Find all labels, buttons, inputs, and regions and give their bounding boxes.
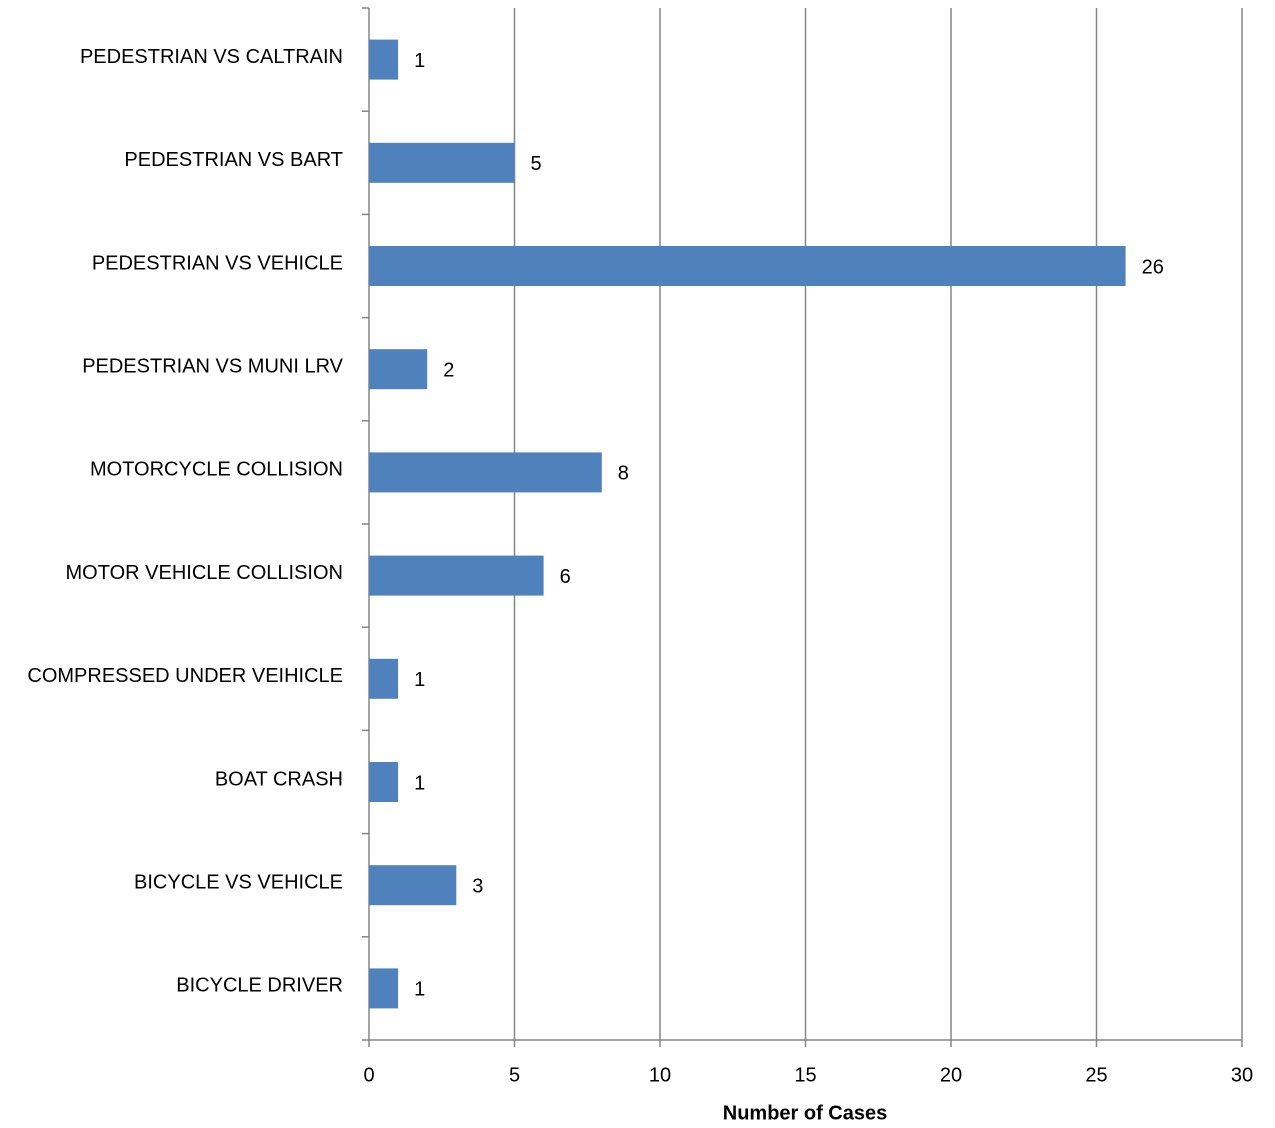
- bar: [369, 452, 602, 493]
- data-label: 1: [414, 772, 425, 794]
- x-tick-label: 10: [649, 1064, 671, 1086]
- x-tick-label: 15: [794, 1064, 816, 1086]
- y-tick-label: PEDESTRIAN VS MUNI LRV: [82, 355, 343, 377]
- data-label: 6: [560, 566, 571, 588]
- bar: [369, 555, 544, 596]
- x-tick-label: 30: [1231, 1064, 1253, 1086]
- bar: [369, 968, 399, 1009]
- bar: [369, 658, 399, 699]
- bar: [369, 142, 515, 183]
- bar: [369, 865, 457, 906]
- y-tick-label: PEDESTRIAN VS CALTRAIN: [80, 46, 343, 68]
- data-label: 26: [1142, 256, 1164, 278]
- data-label: 1: [414, 50, 425, 72]
- bar: [369, 349, 428, 390]
- data-label: 3: [472, 875, 483, 897]
- y-tick-label: MOTORCYCLE COLLISION: [90, 459, 343, 481]
- x-tick-label: 20: [940, 1064, 962, 1086]
- x-tick-label: 5: [509, 1064, 520, 1086]
- bar: [369, 762, 399, 802]
- bar: [369, 39, 399, 80]
- y-tick-label: MOTOR VEHICLE COLLISION: [66, 562, 343, 584]
- data-label: 1: [414, 669, 425, 691]
- data-label: 1: [414, 979, 425, 1001]
- data-label: 5: [531, 153, 542, 175]
- y-tick-label: BOAT CRASH: [215, 768, 343, 790]
- y-tick-label: BICYCLE DRIVER: [176, 975, 343, 997]
- y-tick-label: PEDESTRIAN VS BART: [124, 149, 343, 171]
- data-label: 8: [618, 463, 629, 485]
- y-tick-label: PEDESTRIAN VS VEHICLE: [92, 252, 343, 274]
- x-tick-label: 25: [1085, 1064, 1107, 1086]
- data-label: 2: [443, 359, 454, 381]
- x-tick-label: 0: [363, 1064, 374, 1086]
- y-tick-label: COMPRESSED UNDER VEIHICLE: [27, 665, 343, 687]
- x-axis-title: Number of Cases: [723, 1102, 888, 1124]
- bar: [369, 246, 1126, 286]
- y-tick-label: BICYCLE VS VEHICLE: [134, 871, 343, 893]
